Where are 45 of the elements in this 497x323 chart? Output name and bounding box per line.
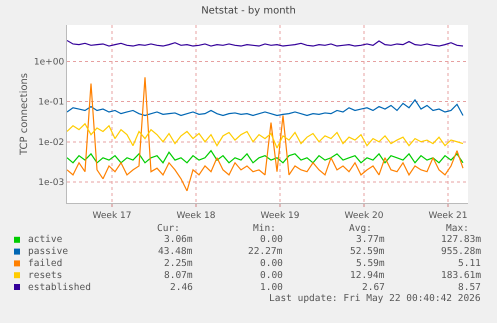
text: 2.25m: [164, 258, 193, 269]
text: 43.48m: [158, 246, 193, 257]
line-series: [67, 76, 464, 192]
y-tick-label: 1e-03: [38, 178, 64, 188]
text: 0.00: [260, 234, 284, 245]
legend-label: failed: [28, 258, 62, 269]
y-axis-title: TCP connections: [18, 72, 30, 156]
text: 127.83m: [441, 234, 482, 245]
text: Last update: Fri May 22 00:40:42 2026: [269, 293, 481, 304]
text: Max:: [446, 223, 469, 234]
y-tick-label: 1e-01: [38, 98, 64, 108]
text: 3.06m: [164, 234, 193, 245]
legend-label: active: [28, 234, 63, 245]
text: 2.67: [362, 282, 385, 293]
text: 0.00: [260, 270, 284, 281]
legend-label: established: [28, 282, 91, 293]
chart-title: Netstat - by month: [201, 6, 296, 16]
text: 12.94m: [350, 270, 385, 281]
x-tick-label: Week 20: [344, 210, 384, 221]
text: 955.28m: [441, 246, 482, 257]
text: 22.27m: [248, 246, 283, 257]
y-tick-label: 1e-02: [38, 138, 64, 148]
x-tick-label: Week 21: [428, 210, 468, 221]
text: Cur:: [157, 223, 180, 234]
text: 52.59m: [350, 246, 385, 257]
text: 8.57: [458, 282, 481, 293]
text: 183.61m: [441, 270, 482, 281]
text: Min:: [253, 223, 276, 234]
text: 5.59m: [356, 258, 385, 269]
text: 2.46: [170, 282, 194, 293]
line-series: [67, 123, 464, 149]
x-tick-label: Week 17: [92, 210, 132, 221]
x-tick-label: Week 18: [176, 210, 216, 221]
legend-label: passive: [28, 246, 68, 257]
text: 3.77m: [356, 234, 385, 245]
text: 5.11: [458, 258, 482, 269]
text: 8.07m: [164, 270, 193, 281]
line-series: [67, 99, 464, 116]
x-tick-label: Week 19: [260, 210, 300, 221]
text: 1.00: [260, 282, 284, 293]
line-series: [67, 150, 464, 164]
legend-label: resets: [28, 270, 62, 281]
y-tick-label: 1e+00: [34, 57, 64, 68]
text: Avg:: [349, 223, 372, 234]
text: 0.00: [260, 258, 284, 269]
